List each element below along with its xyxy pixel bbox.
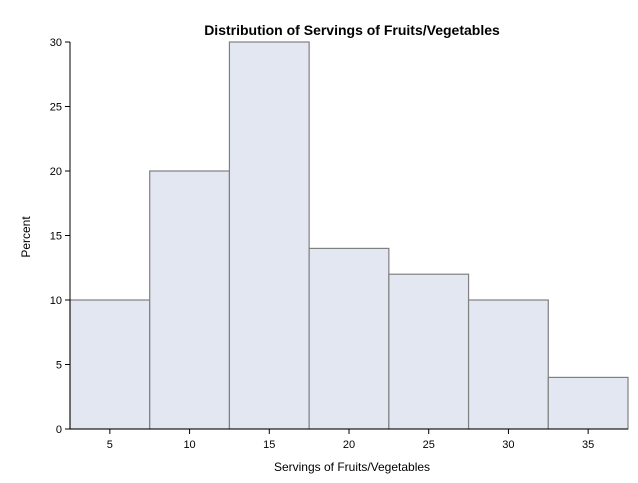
- y-tick-label-10: 10: [50, 295, 62, 307]
- y-axis-label: Percent: [19, 216, 33, 258]
- bars-group: [69, 41, 629, 430]
- x-tick-label-20: 20: [343, 439, 355, 451]
- x-axis: 5 10 15 20 25 30 35: [70, 428, 628, 451]
- y-tick-label-5: 5: [56, 360, 62, 372]
- bar-30: [467, 299, 549, 430]
- y-axis: 0 5 10 15 20 25 30: [50, 37, 71, 436]
- chart-title: Distribution of Servings of Fruits/Veget…: [204, 22, 500, 38]
- y-tick-label-30: 30: [50, 37, 62, 49]
- y-tick-label-25: 25: [50, 102, 62, 114]
- x-tick-label-35: 35: [582, 439, 594, 451]
- y-tick-label-15: 15: [50, 231, 62, 243]
- y-tick-label-0: 0: [56, 424, 62, 436]
- bar-15: [228, 41, 310, 430]
- x-tick-label-25: 25: [423, 439, 435, 451]
- bar-35: [547, 376, 629, 430]
- x-tick-label-15: 15: [263, 439, 275, 451]
- bar-5: [69, 299, 151, 430]
- y-tick-label-20: 20: [50, 166, 62, 178]
- x-axis-label: Servings of Fruits/Vegetables: [274, 460, 430, 474]
- x-tick-label-5: 5: [107, 439, 113, 451]
- bar-20: [308, 247, 390, 430]
- x-tick-label-10: 10: [183, 439, 195, 451]
- bar-10: [149, 170, 231, 430]
- x-tick-label-30: 30: [502, 439, 514, 451]
- bar-25: [388, 273, 470, 430]
